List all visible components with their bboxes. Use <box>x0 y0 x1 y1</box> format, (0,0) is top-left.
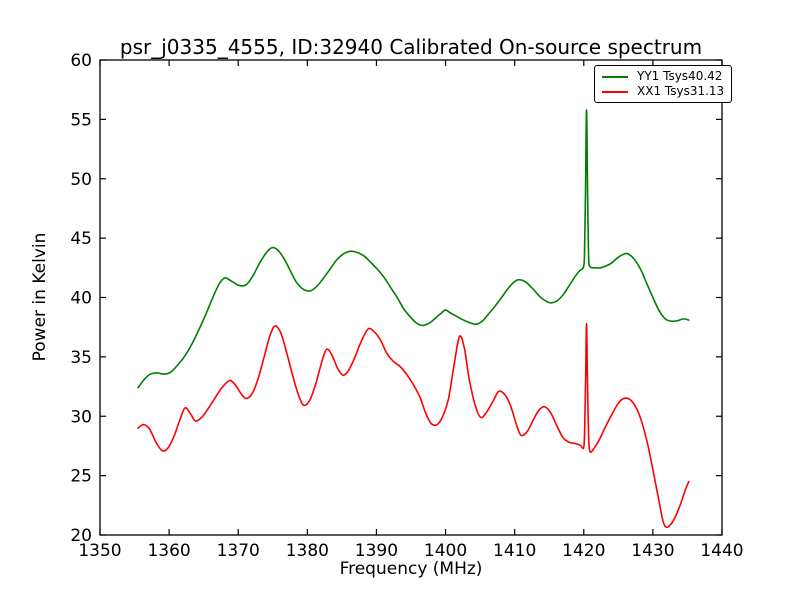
x-axis-label: Frequency (MHz) <box>339 559 483 579</box>
x-tick-label: 1350 <box>78 541 121 561</box>
chart-title: psr_j0335_4555, ID:32940 Calibrated On-s… <box>119 35 703 59</box>
y-axis-label: Power in Kelvin <box>30 232 50 362</box>
x-tick-label: 1380 <box>286 541 329 561</box>
y-tick-label: 25 <box>70 467 92 487</box>
x-tick-label: 1440 <box>700 541 743 561</box>
y-tick-label: 35 <box>70 348 92 368</box>
x-tick-label: 1410 <box>493 541 536 561</box>
y-tick-label: 20 <box>70 526 92 546</box>
legend-line-sample-xx1 <box>602 90 628 93</box>
y-tick-label: 55 <box>70 110 92 130</box>
plot-frame <box>99 59 723 536</box>
legend-label-xx1: XX1 Tsys31.13 <box>637 84 725 98</box>
y-tick-label: 45 <box>70 229 92 249</box>
x-tick-label: 1370 <box>217 541 260 561</box>
y-tick-label: 60 <box>70 51 92 71</box>
legend-item-xx1: XX1 Tsys31.13 <box>602 84 724 99</box>
y-tick-label: 50 <box>70 170 92 190</box>
y-ticks: 20 25 30 35 40 45 50 55 60 <box>70 51 722 546</box>
x-tick-label: 1360 <box>147 541 190 561</box>
x-tick-label: 1430 <box>631 541 674 561</box>
series-line-xx1 <box>137 322 690 529</box>
x-tick-label: 1390 <box>355 541 398 561</box>
series-line-yy1 <box>137 109 690 389</box>
legend-line-sample-yy1 <box>602 75 628 78</box>
legend-item-yy1: YY1 Tsys40.42 <box>602 69 724 84</box>
x-ticks: 1350 1360 1370 1380 1390 1400 1410 1420 1430 1440 <box>78 60 744 561</box>
x-tick-label: 1400 <box>424 541 467 561</box>
x-tick-label: 1420 <box>562 541 605 561</box>
y-tick-label: 40 <box>70 289 92 309</box>
y-tick-label: 30 <box>70 407 92 427</box>
legend-box: YY1 Tsys40.42 XX1 Tsys31.13 <box>594 65 733 103</box>
legend-label-yy1: YY1 Tsys40.42 <box>637 69 723 83</box>
